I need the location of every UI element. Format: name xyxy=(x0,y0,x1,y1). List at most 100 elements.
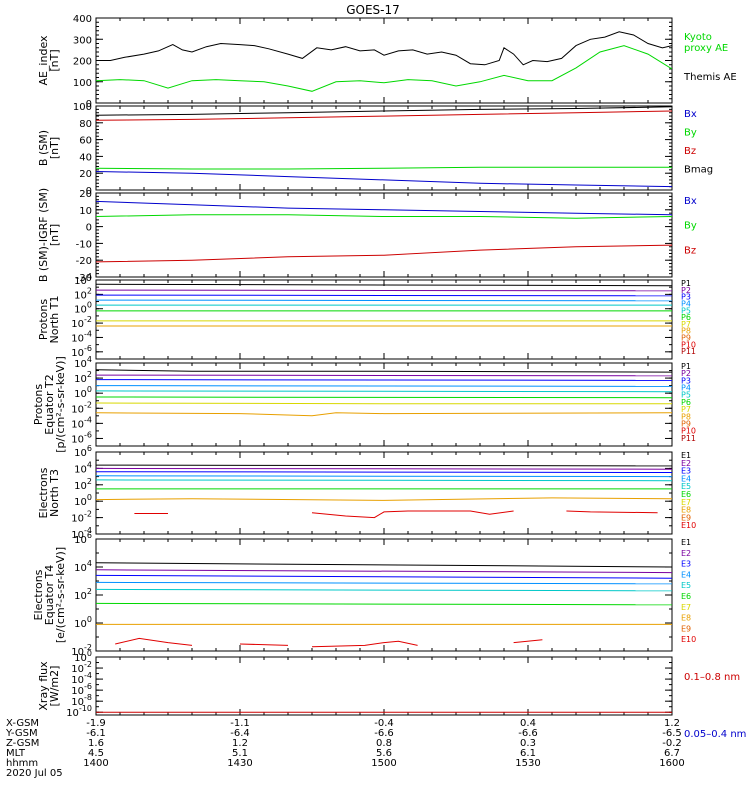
legend-entry: P6 xyxy=(681,313,691,322)
series-line-e4 xyxy=(96,475,672,478)
legend-entry: Themis AE xyxy=(683,72,737,83)
legend-entry: By xyxy=(684,221,697,232)
y-tick-label: 100 xyxy=(74,493,92,508)
y-tick-label: 10-2 xyxy=(71,660,92,675)
series-segment-e10 xyxy=(311,640,418,648)
y-axis-label: [nT] xyxy=(48,224,61,246)
legend-entry: Bx xyxy=(684,196,697,207)
series-line-e2 xyxy=(96,569,672,574)
legend-entry: P5 xyxy=(681,306,691,315)
y-tick-label: -20 xyxy=(76,256,92,267)
y-tick-label: 10-8 xyxy=(71,693,92,708)
panel-frame xyxy=(95,17,673,104)
legend-entry: Bz xyxy=(684,146,696,157)
series-group xyxy=(96,31,672,92)
plot-title: GOES-17 xyxy=(346,3,400,17)
y-axis-label: Equator T4 xyxy=(43,565,56,625)
legend-entry: P10 xyxy=(681,427,696,436)
series-line-p7 xyxy=(96,402,672,405)
y-axis-label: B (SM)-IGRF (SM) xyxy=(37,188,50,282)
series-line-p2 xyxy=(96,289,672,292)
date-label: 2020 Jul 05 xyxy=(6,768,63,779)
ephemeris-value: 5.6 xyxy=(376,748,392,759)
series-line-e7 xyxy=(96,497,672,501)
y-tick-label: 100 xyxy=(73,102,92,113)
y-tick-label: 300 xyxy=(73,35,92,46)
ephemeris-value: -1.1 xyxy=(230,718,250,729)
ephemeris-value: 5.1 xyxy=(232,748,248,759)
legend-entry: E5 xyxy=(681,482,691,491)
legend-entry: E9 xyxy=(681,624,691,633)
series-line-by xyxy=(96,214,672,219)
legend-entry: E6 xyxy=(681,592,691,601)
legend-entry: E5 xyxy=(681,581,691,590)
y-tick-label: 0 xyxy=(86,99,92,110)
y-axis-label: [W/m2] xyxy=(48,666,61,707)
y-tick-label: 106 xyxy=(74,444,92,459)
legend-entry: E2 xyxy=(681,459,691,468)
legend-entry: 0.05–0.4 nm xyxy=(684,729,746,740)
series-line-p1 xyxy=(96,369,672,373)
series-line-by xyxy=(96,166,672,170)
ephemeris-value: 6.7 xyxy=(664,748,680,759)
series-line-p5 xyxy=(96,390,672,393)
x-axis-ephemeris: X-GSM -1.9 -1.1 -0.4 0.4 1.2 Y-GSM -6.1 -6.4 -6.6… xyxy=(5,718,685,779)
panel-bres: -30 -20 -10 0 10 20 B (SM)-IGRF (SM)[nT] Bx By Bz xyxy=(37,188,697,284)
y-axis-label: Protons xyxy=(32,384,45,425)
ephemeris-value: -0.4 xyxy=(374,718,394,729)
series-line-p6 xyxy=(96,396,672,399)
series-segment-e10 xyxy=(239,643,289,646)
ephemeris-row-hhmm: hhmm 1400 1430 1500 1530 1600 xyxy=(6,758,685,769)
legend-entry: P10 xyxy=(681,340,696,349)
legend-entry: P4 xyxy=(681,299,691,308)
y-tick-label: 10-2 xyxy=(71,315,92,330)
legend-entry: P7 xyxy=(681,320,691,329)
y-tick-label: 102 xyxy=(74,286,92,301)
legend-entry: P4 xyxy=(681,384,691,393)
ephemeris-row-mlt: MLT 4.5 5.1 5.6 6.1 6.7 xyxy=(6,748,680,759)
series-group xyxy=(96,106,672,188)
series-line-p3 xyxy=(96,294,672,297)
y-tick-label: 102 xyxy=(74,370,92,385)
legend-entry: E3 xyxy=(681,467,691,476)
y-tick-label: 100 xyxy=(74,385,92,400)
panel-frame xyxy=(95,105,673,191)
ephemeris-value: 1600 xyxy=(659,758,684,769)
series-segment-e10 xyxy=(311,510,514,519)
legend-entry: P11 xyxy=(681,434,696,443)
y-tick-label: 10-4 xyxy=(71,671,92,686)
ephemeris-row-label: X-GSM xyxy=(6,718,39,729)
y-tick-label: 60 xyxy=(79,136,92,147)
y-tick-label: 20 xyxy=(79,189,92,200)
y-tick-label: 40 xyxy=(79,152,92,163)
series-segment-e10 xyxy=(115,637,193,646)
series-line-p8 xyxy=(96,412,672,417)
y-axis-label: North T1 xyxy=(48,296,61,344)
legend-entry: E4 xyxy=(681,570,691,579)
legend-entry: E1 xyxy=(681,451,691,460)
y-tick-label: 104 xyxy=(74,460,92,475)
series-line-bx xyxy=(96,200,672,216)
y-tick-label: 10-6 xyxy=(71,430,92,445)
ephemeris-row-label: Z-GSM xyxy=(6,738,39,749)
y-tick-label: 104 xyxy=(74,559,92,574)
series-line-p4 xyxy=(96,385,672,387)
legend-entry: By xyxy=(684,128,697,139)
y-tick-label: 102 xyxy=(74,587,92,602)
ephemeris-value: 0.4 xyxy=(520,718,536,729)
y-axis-label: [nT] xyxy=(48,49,61,71)
series-line-p4 xyxy=(96,299,672,302)
y-axis-label: Electrons xyxy=(32,569,45,620)
legend-entry: P2 xyxy=(681,286,691,295)
ephemeris-value: -6.6 xyxy=(374,728,394,739)
series-line-e4 xyxy=(96,581,672,585)
ephemeris-row-x-gsm: X-GSM -1.9 -1.1 -0.4 0.4 1.2 xyxy=(6,718,680,729)
legend-entry: Bmag xyxy=(684,165,713,176)
legend-entry: E8 xyxy=(681,506,691,515)
ephemeris-row-label: Y-GSM xyxy=(5,728,38,739)
